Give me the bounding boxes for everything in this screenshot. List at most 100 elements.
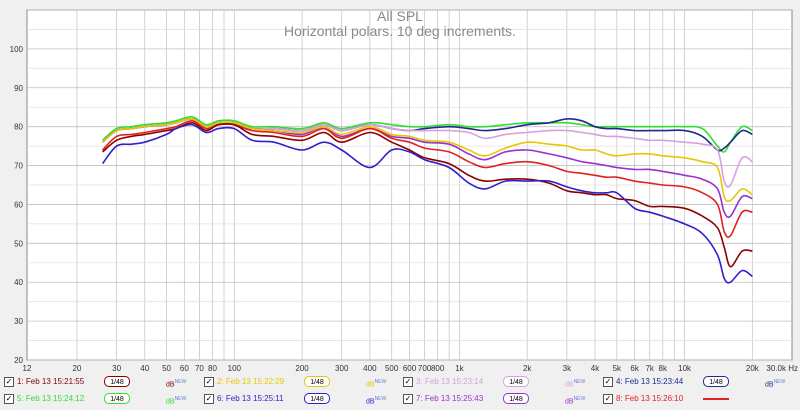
legend-label[interactable]: 7: Feb 13 15:25:43: [416, 394, 484, 403]
smoothing-button[interactable]: 1/48: [104, 393, 130, 404]
y-tick-label: 20: [14, 356, 23, 365]
x-tick-label: 5k: [613, 364, 622, 372]
db-offset-control[interactable]: dBNEW: [366, 391, 386, 410]
x-tick-label: 20: [72, 364, 81, 372]
x-tick-label: 400: [363, 364, 377, 372]
new-badge: NEW: [773, 379, 786, 385]
series-line-1: [102, 122, 753, 268]
new-badge: NEW: [573, 396, 586, 402]
series-line-8: [102, 120, 753, 238]
chart-title: All SPL: [377, 8, 423, 24]
legend-item-6: ✓ 6: Feb 13 15:25:11 1/48 dBNEW: [204, 391, 400, 407]
legend-item-7: ✓ 7: Feb 13 15:25:43 1/48 dBNEW: [403, 391, 599, 407]
smoothing-button[interactable]: 1/48: [304, 393, 330, 404]
x-tick-label: 50: [162, 364, 171, 372]
legend-checkbox[interactable]: ✓: [204, 394, 214, 404]
x-tick-label: 1k: [455, 364, 464, 372]
new-badge: NEW: [573, 379, 586, 385]
series-line-2: [102, 118, 753, 203]
y-tick-label: 80: [14, 123, 23, 132]
legend-label[interactable]: 1: Feb 13 15:21:55: [17, 377, 85, 386]
legend-checkbox[interactable]: ✓: [4, 394, 14, 404]
db-label: dB: [166, 381, 175, 389]
smoothing-button[interactable]: 1/48: [104, 376, 130, 387]
db-label: dB: [565, 381, 574, 389]
db-label: dB: [565, 398, 574, 406]
legend-item-4: ✓ 4: Feb 13 15:23:44 1/48 dBNEW: [603, 374, 799, 390]
db-label: dB: [366, 398, 375, 406]
x-tick-label: 10k: [678, 364, 692, 372]
db-offset-control[interactable]: dBNEW: [565, 391, 585, 410]
x-tick-label: 40: [140, 364, 149, 372]
x-tick-label: 300: [335, 364, 349, 372]
x-tick-label: 7k: [645, 364, 654, 372]
db-offset-control[interactable]: dBNEW: [765, 374, 785, 393]
legend-checkbox[interactable]: ✓: [603, 394, 613, 404]
legend-label[interactable]: 8: Feb 13 15:26:10: [616, 394, 684, 403]
y-tick-label: 60: [14, 200, 23, 209]
legend-item-2: ✓ 2: Feb 13 15:22:29 1/48 dBNEW: [204, 374, 400, 390]
x-tick-label: 3k: [563, 364, 572, 372]
x-tick-label: 4k: [591, 364, 600, 372]
legend-checkbox[interactable]: ✓: [603, 377, 613, 387]
legend-label[interactable]: 6: Feb 13 15:25:11: [217, 394, 284, 403]
series-lines: [101, 116, 753, 284]
legend: ✓ 1: Feb 13 15:21:55 1/48 dBNEW ✓ 2: Feb 13 1…: [0, 372, 800, 407]
x-tick-label: 80: [208, 364, 217, 372]
x-tick-label: 2k: [523, 364, 532, 372]
legend-checkbox[interactable]: ✓: [403, 394, 413, 404]
x-tick-label: 200: [295, 364, 309, 372]
legend-checkbox[interactable]: ✓: [4, 377, 14, 387]
x-tick-label: 6k: [630, 364, 639, 372]
legend-row-2: ✓ 5: Feb 13 15:24:12 1/48 dBNEW ✓ 6: Feb 13 1…: [0, 391, 800, 407]
x-tick-label: 70: [195, 364, 204, 372]
x-tick-label: 500: [385, 364, 399, 372]
legend-checkbox[interactable]: ✓: [204, 377, 214, 387]
x-tick-label: 800: [431, 364, 445, 372]
db-offset-control[interactable]: dBNEW: [166, 374, 186, 393]
db-label: dB: [366, 381, 375, 389]
legend-label[interactable]: 4: Feb 13 15:23:44: [616, 377, 684, 386]
legend-row-1: ✓ 1: Feb 13 15:21:55 1/48 dBNEW ✓ 2: Feb 13 1…: [0, 374, 800, 390]
smoothing-button[interactable]: 1/48: [703, 376, 729, 387]
y-tick-label: 40: [14, 278, 23, 287]
legend-item-3: ✓ 3: Feb 13 15:23:14 1/48 dBNEW: [403, 374, 599, 390]
smoothing-button[interactable]: 1/48: [503, 376, 529, 387]
x-tick-label: 8k: [659, 364, 668, 372]
new-badge: NEW: [374, 379, 387, 385]
y-tick-label: 50: [14, 239, 23, 248]
y-tick-label: 70: [14, 162, 23, 171]
db-offset-control[interactable]: dBNEW: [565, 374, 585, 393]
x-tick-label: 30.0k Hz: [766, 364, 798, 372]
db-offset-control[interactable]: dBNEW: [366, 374, 386, 393]
x-tick-label: 20k: [746, 364, 760, 372]
y-tick-label: 30: [14, 317, 23, 326]
x-tick-label: 700: [418, 364, 432, 372]
chart-subtitle: Horizontal polars. 10 deg increments.: [284, 23, 516, 39]
series-line-5: [102, 116, 753, 153]
series-line-6: [101, 123, 753, 284]
x-tick-label: 30: [112, 364, 121, 372]
x-tick-label: 100: [228, 364, 242, 372]
new-badge: NEW: [374, 396, 387, 402]
legend-label[interactable]: 5: Feb 13 15:24:12: [17, 394, 85, 403]
new-badge: NEW: [174, 396, 187, 402]
db-label: dB: [765, 381, 774, 389]
smoothing-button[interactable]: 1/48: [503, 393, 529, 404]
new-badge: NEW: [174, 379, 187, 385]
legend-label[interactable]: 2: Feb 13 15:22:29: [217, 377, 285, 386]
db-label: dB: [166, 398, 175, 406]
x-tick-label: 60: [180, 364, 189, 372]
y-tick-label: 90: [14, 84, 23, 93]
x-tick-label: 12: [23, 364, 32, 372]
legend-checkbox[interactable]: ✓: [403, 377, 413, 387]
legend-label[interactable]: 3: Feb 13 15:23:14: [416, 377, 484, 386]
smoothing-button[interactable]: 1/48: [304, 376, 330, 387]
db-offset-control[interactable]: dBNEW: [166, 391, 186, 410]
legend-item-5: ✓ 5: Feb 13 15:24:12 1/48 dBNEW: [4, 391, 200, 407]
y-tick-label: 100: [10, 45, 24, 54]
x-tick-label: 600: [403, 364, 417, 372]
legend-item-1: ✓ 1: Feb 13 15:21:55 1/48 dBNEW: [4, 374, 200, 390]
